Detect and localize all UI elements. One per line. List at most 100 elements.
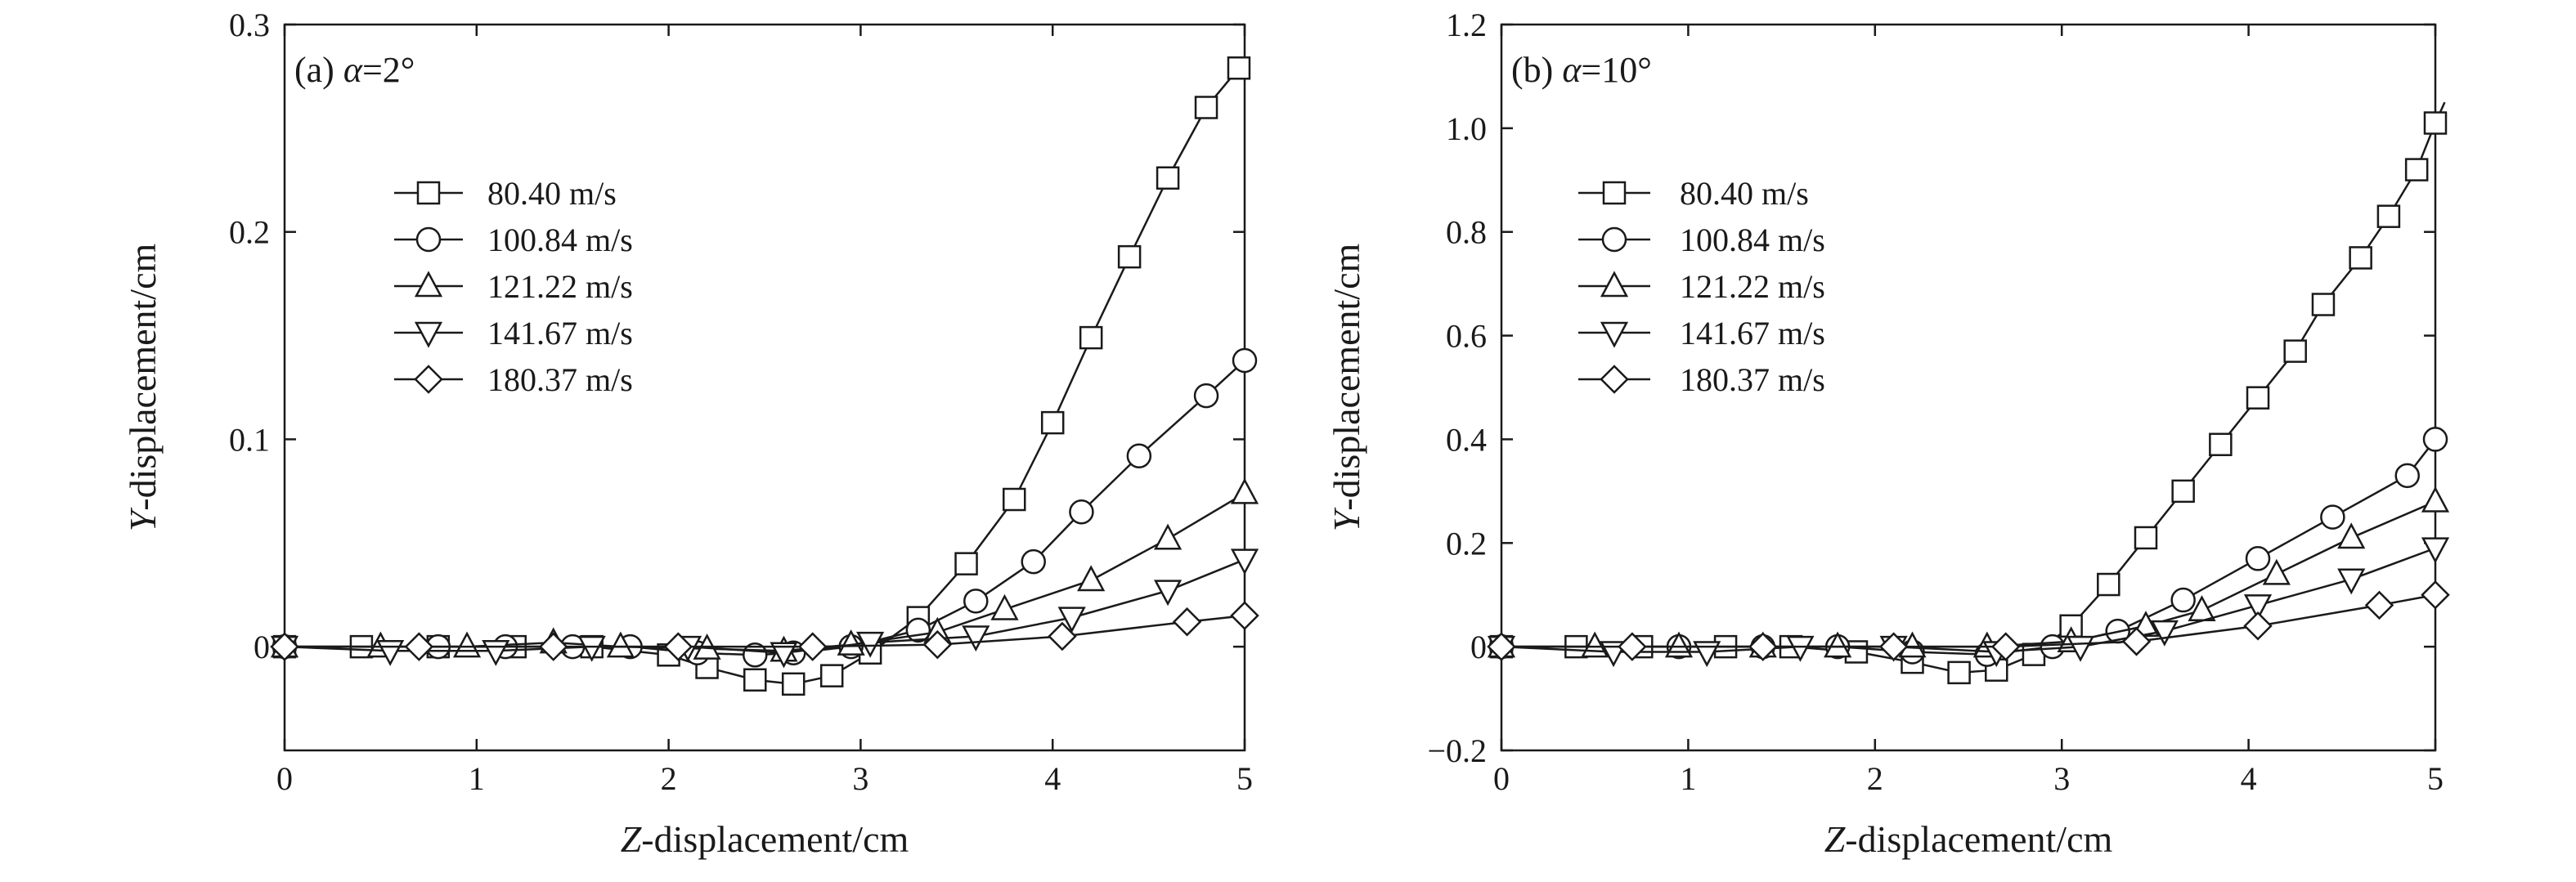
y-tick-label: 0.2 xyxy=(229,214,270,251)
y-tick-label: 0 xyxy=(254,629,270,665)
data-point xyxy=(1156,166,1180,190)
data-point xyxy=(2245,546,2271,571)
plot-frame xyxy=(283,23,1246,752)
data-point xyxy=(1057,607,1086,634)
data-point xyxy=(2423,111,2448,135)
data-point xyxy=(2337,522,2366,549)
data-point xyxy=(2320,504,2345,530)
data-point xyxy=(1786,635,1815,662)
data-point xyxy=(1487,632,1516,661)
y-tick-label: 0.2 xyxy=(1446,525,1487,562)
data-point xyxy=(781,672,806,696)
legend-marker xyxy=(415,226,442,253)
data-point xyxy=(1664,631,1694,658)
data-point xyxy=(2283,339,2307,363)
data-point xyxy=(2121,627,2152,656)
x-tick-label: 5 xyxy=(1236,760,1253,797)
data-point xyxy=(2311,293,2336,316)
data-point xyxy=(1230,477,1259,504)
data-point xyxy=(2422,427,2448,452)
legend-label: 141.67 m/s xyxy=(487,315,633,351)
y-tick-label: 0.8 xyxy=(1446,214,1487,251)
series-3 xyxy=(1487,486,2450,658)
legend-marker xyxy=(1600,365,1629,394)
x-tick-label: 1 xyxy=(1680,760,1696,797)
series-line xyxy=(1501,438,2436,656)
data-point xyxy=(1947,660,1971,685)
series-1 xyxy=(1489,101,2448,685)
y-tick-label: 0.6 xyxy=(1446,318,1487,355)
legend: 80.40 m/s 100.84 m/s 121.22 m/s 141.67 m/s 1… xyxy=(1578,175,1825,398)
data-point xyxy=(452,631,482,658)
y-tick-label: 0.1 xyxy=(229,421,270,458)
data-point xyxy=(2131,611,2161,638)
legend-marker xyxy=(416,181,441,205)
data-point xyxy=(1069,499,1094,525)
y-tick-label: 0.3 xyxy=(229,7,270,43)
data-point xyxy=(1117,244,1142,269)
plot-frame xyxy=(1500,23,2437,752)
data-point xyxy=(1002,487,1026,512)
data-point xyxy=(2394,463,2420,489)
chart-panel-b: 0 1 2 3 4 5−0.200.20.40.60.81.01.2Z-displacem… xyxy=(1326,7,2450,860)
data-point xyxy=(577,635,606,662)
y-axis-title: Y-displacement/cm xyxy=(122,243,164,531)
data-point xyxy=(1079,325,1103,350)
y-tick-label: 0 xyxy=(1470,629,1487,665)
y-axis-title: Y-displacement/cm xyxy=(1326,243,1367,531)
data-point xyxy=(2404,158,2429,181)
data-point xyxy=(2171,479,2195,504)
data-point xyxy=(1077,565,1106,592)
x-tick-label: 5 xyxy=(2427,760,2444,797)
legend-label: 80.40 m/s xyxy=(487,175,617,212)
legend-label: 100.84 m/s xyxy=(487,222,633,258)
data-point xyxy=(2246,386,2270,410)
panel-label: (b) α=10° xyxy=(1511,50,1652,90)
data-point xyxy=(270,632,299,661)
data-point xyxy=(819,664,844,687)
legend: 80.40 m/s 100.84 m/s 121.22 m/s 141.67 m/s 1… xyxy=(394,175,633,398)
data-point xyxy=(2421,580,2450,610)
data-point xyxy=(1990,632,2021,661)
data-point xyxy=(1153,523,1183,550)
data-point xyxy=(1126,443,1152,468)
y-tick-label: 0.4 xyxy=(1446,421,1487,458)
data-point xyxy=(1172,607,1202,637)
data-point xyxy=(2262,558,2291,585)
data-point xyxy=(663,632,693,661)
data-point xyxy=(1040,410,1065,435)
legend-label: 180.37 m/s xyxy=(487,361,633,398)
x-axis-title: Z-displacement/cm xyxy=(1824,818,2113,860)
data-point xyxy=(922,629,953,660)
x-tick-label: 2 xyxy=(1867,760,1883,797)
data-point xyxy=(837,629,865,656)
data-point xyxy=(538,632,568,661)
data-point xyxy=(404,632,434,661)
data-point xyxy=(1194,96,1218,119)
data-point xyxy=(2421,486,2450,513)
data-point xyxy=(770,642,798,669)
data-point xyxy=(1618,632,1647,661)
data-point xyxy=(2097,572,2120,597)
data-point xyxy=(1824,631,1852,658)
x-tick-label: 3 xyxy=(2053,760,2070,797)
legend-label: 80.40 m/s xyxy=(1680,175,1809,212)
data-point xyxy=(1048,621,1077,651)
legend-marker xyxy=(414,365,443,394)
data-point xyxy=(962,625,990,652)
data-point xyxy=(1878,632,1909,661)
data-point xyxy=(963,589,989,614)
legend-marker xyxy=(1600,321,1629,348)
data-point xyxy=(1193,383,1219,409)
legend-label: 121.22 m/s xyxy=(487,268,633,305)
data-point xyxy=(743,668,767,692)
y-tick-label: −0.2 xyxy=(1427,732,1487,769)
x-tick-label: 0 xyxy=(1493,760,1510,797)
legend-label: 180.37 m/s xyxy=(1680,361,1825,398)
data-point xyxy=(1021,548,1046,575)
data-point xyxy=(2421,537,2450,564)
data-point xyxy=(797,632,828,661)
data-point xyxy=(1230,548,1259,575)
data-point xyxy=(1227,56,1251,80)
